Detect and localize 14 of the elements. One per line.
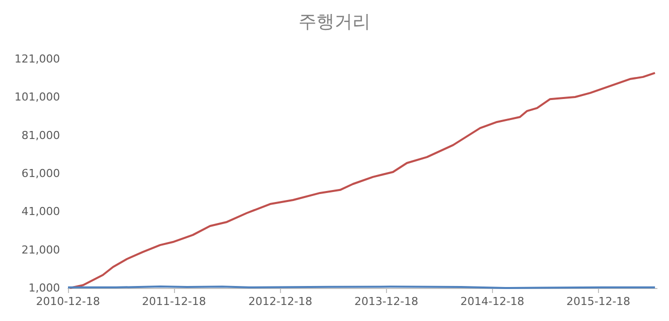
y-tick-label: 21,000 [22,243,60,256]
x-tick-label: 2013-12-18 [354,295,418,308]
x-tick-label: 2012-12-18 [248,295,312,308]
y-tick-label: 101,000 [14,90,60,104]
y-tick-label: 1,000 [28,282,60,294]
x-tick-label: 2014-12-18 [460,295,524,308]
chart-title: 주행거리 [298,12,370,32]
x-tick-label: 2010-12-18 [36,295,100,308]
y-tick-label: 121,000 [14,52,60,66]
y-tick-label: 41,000 [22,205,60,218]
x-tick-label: 2015-12-18 [566,295,630,308]
y-tick-label: 61,000 [22,167,60,180]
y-tick-label: 81,000 [22,128,60,142]
x-tick-label: 2011-12-18 [142,295,206,308]
